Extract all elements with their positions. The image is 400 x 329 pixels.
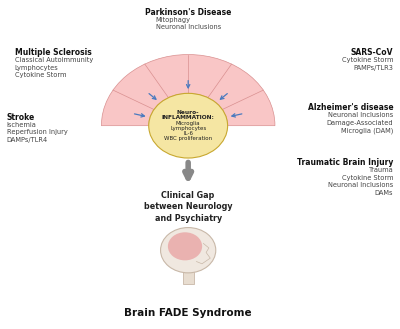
Text: Traumatic Brain Injury: Traumatic Brain Injury	[297, 158, 393, 167]
Circle shape	[160, 228, 216, 273]
Text: SARS-CoV: SARS-CoV	[351, 48, 393, 57]
Text: Neuronal Inclusions
Damage-Associated
Microglia (DAM): Neuronal Inclusions Damage-Associated Mi…	[327, 112, 393, 134]
Text: Multiple Sclerosis: Multiple Sclerosis	[15, 48, 91, 57]
Text: Brain FADE Syndrome: Brain FADE Syndrome	[124, 308, 252, 318]
Text: Clinical Gap
between Neurology
and Psychiatry: Clinical Gap between Neurology and Psych…	[144, 191, 232, 223]
Text: Parkinson's Disease: Parkinson's Disease	[145, 8, 231, 17]
Text: Neuro-: Neuro-	[177, 110, 200, 115]
Text: Cytokine Storm
PAMPs/TLR3: Cytokine Storm PAMPs/TLR3	[342, 57, 393, 71]
Text: Stroke: Stroke	[7, 113, 35, 122]
Text: Ischemia
Reperfusion Injury
DAMPs/TLR4: Ischemia Reperfusion Injury DAMPs/TLR4	[7, 122, 68, 143]
Text: Alzheimer's disease: Alzheimer's disease	[308, 103, 393, 112]
Circle shape	[168, 232, 202, 260]
Text: WBC proliferation: WBC proliferation	[164, 136, 212, 141]
Bar	[183, 270, 194, 284]
Text: Classical Autoimmunity
Lymphocytes
Cytokine Storm: Classical Autoimmunity Lymphocytes Cytok…	[15, 57, 93, 78]
Wedge shape	[101, 55, 275, 126]
Text: Trauma
Cytokine Storm
Neuronal Inclusions
DAMs: Trauma Cytokine Storm Neuronal Inclusion…	[328, 167, 393, 195]
Text: IL-6: IL-6	[183, 131, 193, 136]
Text: Microglia: Microglia	[176, 121, 200, 126]
Circle shape	[149, 93, 228, 158]
Text: Mitophagy
Neuronal Inclusions: Mitophagy Neuronal Inclusions	[156, 17, 221, 30]
Text: Lymphocytes: Lymphocytes	[170, 126, 206, 131]
Text: INFLAMMATION:: INFLAMMATION:	[162, 115, 215, 120]
